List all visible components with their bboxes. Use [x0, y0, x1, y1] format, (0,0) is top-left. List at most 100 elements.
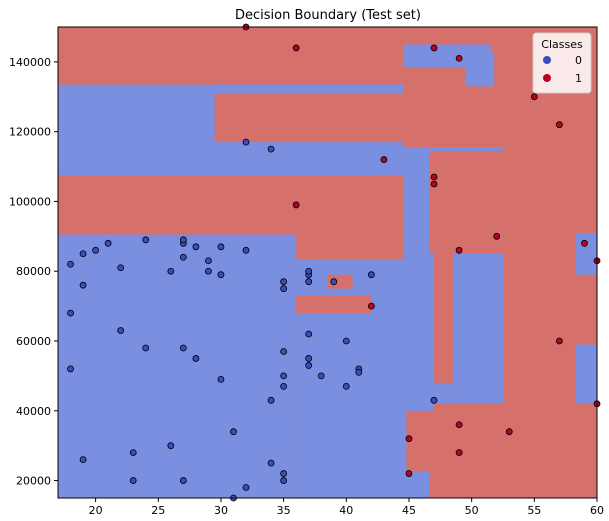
point-class-0 — [117, 327, 125, 334]
region-class-1 — [296, 295, 372, 314]
point-class-0 — [92, 246, 100, 254]
region-class-1 — [327, 274, 353, 289]
point-class-0 — [179, 344, 187, 352]
point-class-1 — [455, 449, 463, 457]
x-tick-label: 50 — [465, 504, 479, 517]
point-class-1 — [581, 239, 588, 247]
point-class-0 — [305, 330, 313, 338]
point-class-0 — [192, 355, 200, 362]
point-class-0 — [79, 281, 87, 289]
point-class-0 — [179, 236, 187, 244]
legend-label-1: 1 — [575, 72, 582, 85]
y-tick-label: 40000 — [16, 405, 51, 418]
point-class-0 — [142, 236, 150, 244]
point-class-0 — [117, 264, 125, 272]
point-class-0 — [367, 271, 375, 279]
point-class-0 — [242, 484, 250, 491]
point-class-0 — [192, 243, 200, 251]
point-class-1 — [292, 44, 300, 52]
point-class-0 — [280, 382, 288, 390]
point-class-1 — [430, 173, 438, 181]
x-tick-label: 20 — [89, 504, 103, 517]
region-class-0 — [575, 344, 597, 404]
point-class-0 — [305, 267, 313, 275]
point-class-0 — [67, 260, 74, 268]
region-class-0 — [434, 382, 453, 404]
point-class-1 — [555, 121, 563, 129]
point-class-0 — [167, 267, 175, 275]
point-class-0 — [267, 145, 275, 153]
point-class-0 — [205, 267, 212, 275]
region-class-0 — [403, 147, 430, 254]
region-class-0 — [452, 253, 503, 404]
plot-frame — [57, 26, 598, 499]
point-class-0 — [342, 337, 350, 345]
point-class-0 — [79, 456, 87, 464]
region-class-0 — [268, 157, 353, 176]
point-class-0 — [142, 344, 150, 352]
y-tick-label: 60000 — [16, 335, 51, 348]
plot-area — [57, 23, 601, 502]
point-class-0 — [355, 368, 363, 376]
point-class-0 — [280, 470, 288, 477]
x-tick-label: 45 — [402, 504, 416, 517]
point-class-0 — [342, 382, 350, 390]
y-tick-label: 20000 — [16, 475, 51, 488]
region-class-0 — [465, 51, 495, 87]
point-class-1 — [430, 44, 438, 52]
point-class-0 — [179, 477, 187, 484]
y-tick-label: 140000 — [9, 56, 51, 69]
x-axis: 20 25 30 35 40 45 50 55 60 — [89, 498, 604, 517]
region-class-0 — [403, 253, 435, 411]
point-class-0 — [267, 396, 275, 404]
point-class-1 — [555, 337, 563, 345]
decision-regions — [58, 44, 597, 499]
x-tick-label: 60 — [590, 504, 604, 517]
chart-title: Decision Boundary (Test set) — [235, 8, 421, 23]
point-class-0 — [242, 138, 250, 146]
point-class-1 — [455, 246, 463, 254]
y-tick-label: 80000 — [16, 265, 51, 278]
point-class-1 — [455, 55, 463, 62]
y-tick-label: 120000 — [9, 126, 51, 139]
point-class-1 — [380, 156, 388, 163]
point-class-0 — [305, 355, 313, 362]
point-class-0 — [280, 285, 288, 293]
point-class-0 — [280, 278, 288, 286]
point-class-0 — [205, 257, 212, 265]
point-class-0 — [217, 375, 225, 383]
x-tick-label: 55 — [527, 504, 541, 517]
point-class-0 — [179, 253, 187, 261]
data-points — [67, 23, 601, 502]
region-class-0 — [58, 234, 297, 499]
point-class-1 — [505, 428, 513, 436]
legend: Classes 0 1 — [532, 32, 592, 94]
point-class-0 — [280, 348, 288, 355]
point-class-0 — [317, 372, 325, 380]
y-axis: 20000 40000 60000 80000 100000 120000 140000 — [9, 56, 58, 488]
point-class-0 — [242, 246, 250, 254]
legend-title: Classes — [541, 38, 583, 51]
point-class-1 — [430, 180, 438, 188]
point-class-1 — [530, 93, 538, 101]
point-class-0 — [305, 362, 313, 369]
point-class-0 — [267, 459, 275, 467]
point-class-0 — [67, 365, 74, 373]
legend-marker-0 — [543, 56, 551, 64]
point-class-1 — [455, 421, 463, 429]
region-class-0 — [427, 147, 503, 151]
point-class-0 — [330, 278, 338, 286]
legend-label-0: 0 — [575, 54, 582, 67]
point-class-1 — [405, 470, 413, 477]
point-class-1 — [493, 232, 501, 240]
region-class-0 — [575, 232, 597, 275]
point-class-0 — [79, 250, 87, 258]
x-tick-label: 40 — [339, 504, 353, 517]
region-class-1 — [214, 93, 404, 143]
point-class-0 — [280, 477, 288, 484]
point-class-0 — [217, 271, 225, 279]
x-tick-label: 30 — [214, 504, 228, 517]
point-class-1 — [292, 201, 300, 209]
x-tick-label: 25 — [151, 504, 165, 517]
